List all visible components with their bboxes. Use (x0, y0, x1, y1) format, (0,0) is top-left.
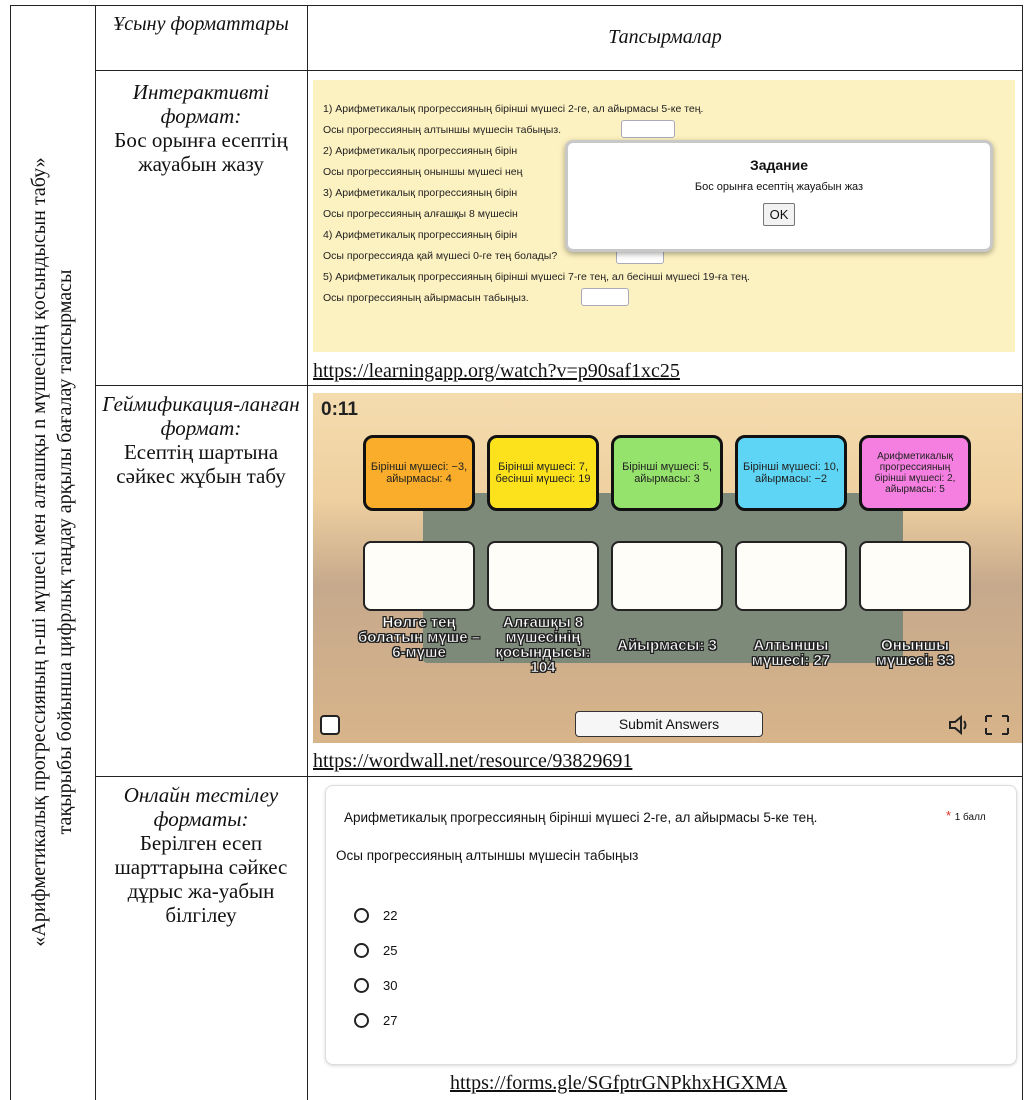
submit-button[interactable]: Submit Answers (575, 711, 763, 737)
card[interactable]: Бірінші мүшесі: 10, айырмасы: −2 (735, 435, 847, 511)
dialog: Задание Бос орынға есептің жауабын жаз O… (565, 140, 993, 252)
option-label: 25 (383, 943, 398, 958)
drop-slot[interactable] (735, 541, 847, 611)
border (10, 5, 1023, 6)
border (95, 776, 1023, 777)
question-line: 2) Арифметикалық прогрессияның бірін (323, 145, 518, 157)
option[interactable]: 25 (354, 943, 397, 958)
radio[interactable] (354, 908, 369, 923)
wordwall-screenshot: 0:11 Бірінші мүшесі: −3, айырмасы: 4 Бір… (313, 393, 1022, 743)
radio[interactable] (354, 1013, 369, 1028)
answer-label: Нөлге тең болатын мүше – 6-мүше (357, 614, 481, 661)
border (1022, 5, 1023, 1100)
question-line: 1) Арифметикалық прогрессияның бірінші м… (323, 103, 704, 115)
border (10, 5, 11, 1100)
question-line: Осы прогрессияда қай мүшесі 0-ге тең бол… (323, 250, 558, 262)
question-line: 5) Арифметикалық прогрессияның бірінші м… (323, 271, 750, 283)
controls[interactable] (948, 713, 1010, 737)
answer-label: Алтыншы мүшесі: 27 (751, 637, 831, 669)
border (95, 385, 1023, 386)
option[interactable]: 30 (354, 978, 397, 993)
format-desc: Есептің шартына сәйкес жұбын табу (116, 440, 286, 488)
drop-slot[interactable] (487, 541, 599, 611)
option-label: 27 (383, 1013, 398, 1028)
form-question: Осы прогрессияның алтыншы мүшесін табыңы… (336, 848, 639, 863)
drop-slot[interactable] (363, 541, 475, 611)
border (307, 5, 308, 1100)
format-desc: Берілген есеп шарттарына сәйкес дұрыс жа… (114, 831, 288, 927)
card[interactable]: Бірінші мүшесі: 5, айырмасы: 3 (611, 435, 723, 511)
points: 1 балл (954, 812, 986, 823)
form-card: Арифметикалық прогрессияның бірінші мүше… (325, 785, 1017, 1065)
link[interactable]: https://wordwall.net/resource/93829691 (313, 750, 633, 772)
border (95, 70, 1023, 71)
question-line: Осы прогрессияның алғашқы 8 мүшесін (323, 208, 518, 220)
side-label-line: тақырыбы бойынша цифрлық таңдау арқылы б… (54, 269, 76, 835)
answer-input[interactable] (621, 120, 675, 138)
form-question: Арифметикалық прогрессияның бірінші мүше… (344, 810, 818, 825)
card[interactable]: Арифметикалық прогрессияның бірінші мүше… (859, 435, 971, 511)
side-label-line: «Арифметикалық прогрессияның n-ші мүшесі… (28, 157, 50, 947)
dialog-message: Бос орынға есептің жауабын жаз (694, 181, 864, 193)
timer: 0:11 (321, 399, 358, 420)
format-title: Геймификация-ланған формат: (102, 392, 300, 440)
radio[interactable] (354, 978, 369, 993)
border (95, 5, 96, 1100)
side-label: «Арифметикалық прогрессияның n-ші мүшесі… (26, 7, 78, 1097)
answer-input[interactable] (581, 288, 629, 306)
option-label: 30 (383, 978, 398, 993)
option[interactable]: 27 (354, 1013, 397, 1028)
header-formats: Ұсыну форматтары (113, 13, 289, 35)
question-line: Осы прогрессияның айырмасын табыңыз. (323, 292, 529, 304)
drop-slot[interactable] (611, 541, 723, 611)
card[interactable]: Бірінші мүшесі: −3, айырмасы: 4 (363, 435, 475, 511)
format-cell: Онлайн тестілеу форматы: Берілген есеп ш… (97, 783, 305, 927)
link[interactable]: https://learningapp.org/watch?v=p90saf1x… (313, 360, 680, 382)
question-line: 3) Арифметикалық прогрессияның бірін (323, 187, 518, 199)
question-line: 4) Арифметикалық прогрессияның бірін (323, 229, 518, 241)
answer-label: Айырмасы: 3 (617, 637, 717, 654)
answer-label: Алғашқы 8 мүшесінің қосындысы: 104 (495, 614, 591, 676)
format-title: Онлайн тестілеу форматы: (123, 783, 279, 831)
format-title: Интерактивті формат: (132, 80, 270, 128)
option-label: 22 (383, 908, 398, 923)
required-mark: * (946, 808, 952, 823)
format-cell: Геймификация-ланған формат: Есептің шарт… (97, 392, 305, 488)
question-line: Осы прогрессияның алтыншы мүшесін табыңы… (323, 124, 562, 136)
format-desc: Бос орынға есептің жауабын жазу (114, 128, 288, 176)
drop-slot[interactable] (859, 541, 971, 611)
header-tasks: Тапсырмалар (608, 26, 722, 48)
link[interactable]: https://forms.gle/SGfptrGNPkhxHGXMA (450, 1072, 788, 1094)
learningapp-screenshot: 1) Арифметикалық прогрессияның бірінші м… (313, 80, 1015, 352)
question-line: Осы прогрессияның оныншы мүшесі нең (323, 166, 523, 178)
form-meta: * 1 балл (946, 808, 986, 823)
menu-button[interactable] (320, 715, 340, 735)
format-cell: Интерактивті формат: Бос орынға есептің … (97, 80, 305, 176)
radio[interactable] (354, 943, 369, 958)
option[interactable]: 22 (354, 908, 397, 923)
answer-label: Оныншы мүшесі: 33 (875, 637, 955, 669)
card[interactable]: Бірінші мүшесі: 7, бесінші мүшесі: 19 (487, 435, 599, 511)
dialog-title: Задание (749, 157, 809, 173)
ok-button[interactable]: OK (762, 203, 796, 226)
